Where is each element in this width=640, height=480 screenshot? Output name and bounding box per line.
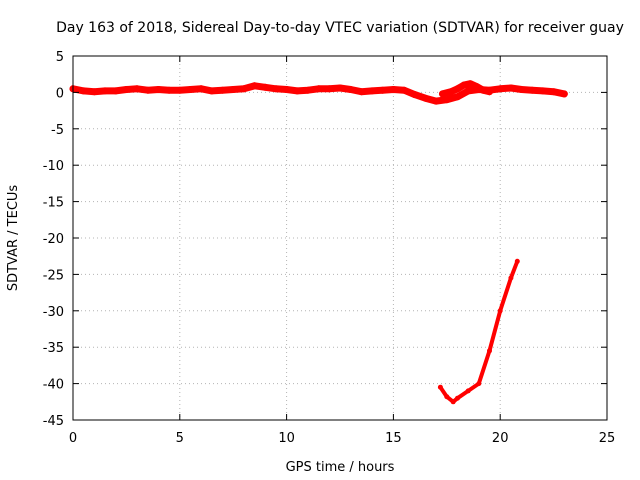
- data-point: [165, 86, 173, 94]
- x-tick-label: 10: [278, 431, 295, 446]
- y-tick-label: -35: [43, 341, 64, 356]
- y-tick-label: -20: [43, 232, 64, 247]
- data-point: [528, 86, 536, 94]
- data-point: [443, 96, 451, 104]
- data-point: [439, 90, 446, 98]
- data-point: [80, 87, 88, 95]
- data-point: [479, 86, 487, 94]
- data-point: [229, 86, 237, 93]
- data-point: [219, 86, 226, 94]
- grid-lines: [73, 56, 607, 420]
- data-point: [460, 81, 468, 89]
- data-point: [400, 86, 408, 94]
- x-tick-label: 0: [69, 431, 77, 446]
- data-point: [560, 90, 568, 98]
- data-point: [251, 82, 259, 90]
- data-point: [261, 83, 269, 91]
- data-point: [347, 86, 355, 93]
- y-tick-label: 5: [56, 50, 64, 65]
- y-tick-label: -10: [43, 159, 64, 174]
- data-point: [293, 87, 301, 95]
- data-point: [455, 395, 460, 401]
- data-point: [144, 86, 152, 94]
- data-point: [133, 85, 141, 93]
- data-point: [496, 85, 504, 93]
- x-axis-label: GPS time / hours: [286, 460, 395, 475]
- data-point: [197, 85, 205, 93]
- y-tick-label: -30: [43, 305, 64, 320]
- series-line: [438, 259, 520, 404]
- y-tick-label: -40: [43, 378, 64, 393]
- y-axis-label: SDTVAR / TECUs: [6, 185, 21, 292]
- x-tick-label: 15: [385, 431, 402, 446]
- data-point: [325, 85, 333, 93]
- data-point: [379, 86, 387, 94]
- data-point: [518, 86, 526, 93]
- data-point: [487, 348, 492, 354]
- x-tick-label: 20: [492, 431, 509, 446]
- data-point: [283, 86, 291, 93]
- data-point: [336, 84, 344, 92]
- data-point: [507, 84, 515, 92]
- data-point: [154, 86, 162, 93]
- data-point: [122, 86, 130, 93]
- data-point: [497, 308, 503, 314]
- data-point: [389, 86, 397, 93]
- data-point: [464, 87, 472, 95]
- data-series: [69, 80, 568, 405]
- data-point: [447, 88, 455, 96]
- data-point: [315, 85, 323, 93]
- data-point: [473, 83, 481, 91]
- data-point: [454, 93, 461, 101]
- data-point: [240, 85, 248, 93]
- data-point: [508, 275, 514, 281]
- data-point: [539, 87, 547, 95]
- data-point: [187, 86, 194, 93]
- y-tick-label: -45: [43, 414, 64, 429]
- y-tick-label: -25: [43, 268, 64, 283]
- data-point: [476, 381, 482, 387]
- y-tick-label: 0: [56, 86, 64, 101]
- data-point: [304, 86, 312, 94]
- y-tick-label: -15: [43, 196, 64, 211]
- data-point: [421, 94, 429, 102]
- data-point: [465, 388, 471, 394]
- data-point: [176, 86, 184, 94]
- data-point: [466, 80, 474, 88]
- data-point: [432, 97, 440, 105]
- data-point: [437, 384, 443, 390]
- data-point: [101, 87, 109, 95]
- data-point: [368, 87, 376, 95]
- data-point: [486, 88, 493, 96]
- axis-ticks: 0 5 10 15 20 25 5 0 -5 -10 -15 -20 -25 -30 -35 -40 -45: [43, 50, 616, 446]
- data-point: [411, 91, 419, 99]
- data-point: [272, 85, 280, 93]
- chart-title: Day 163 of 2018, Sidereal Day-to-day VTE…: [56, 20, 624, 36]
- y-tick-label: -5: [51, 123, 64, 138]
- data-point: [550, 88, 558, 96]
- data-point: [112, 87, 120, 95]
- data-point: [454, 85, 461, 93]
- x-tick-label: 5: [176, 431, 184, 446]
- data-point: [444, 394, 450, 400]
- data-point: [357, 88, 365, 96]
- x-tick-label: 25: [599, 431, 616, 446]
- data-point: [450, 399, 456, 405]
- data-point: [90, 88, 98, 96]
- data-point: [514, 258, 520, 264]
- data-point: [208, 87, 216, 95]
